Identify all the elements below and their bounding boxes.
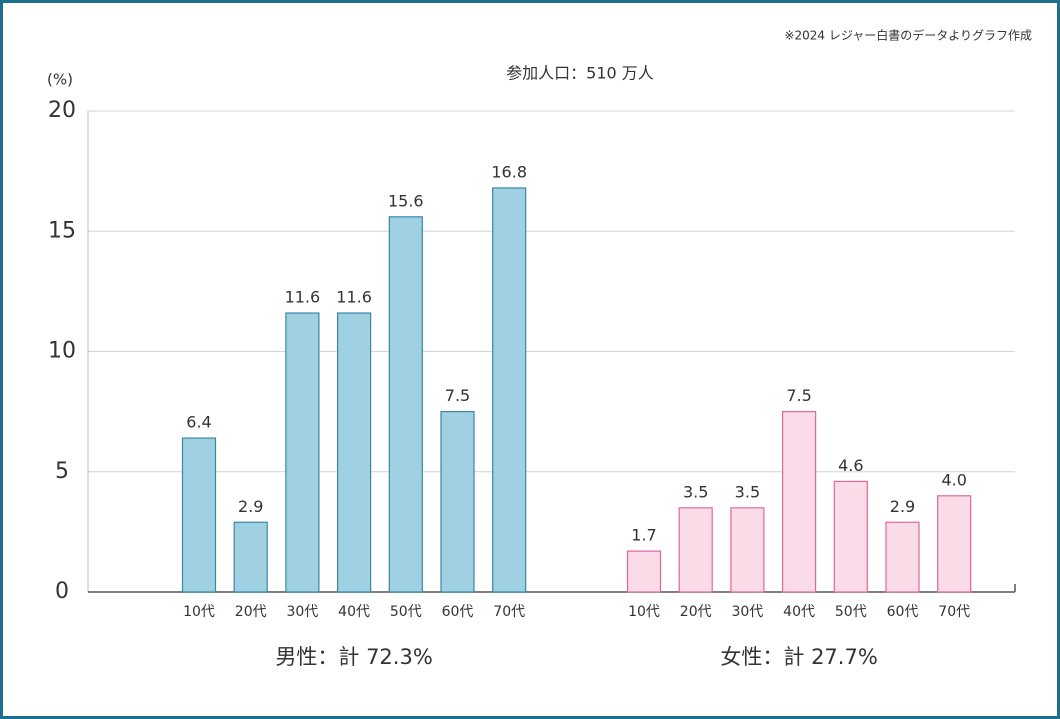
bar (181, 437, 217, 593)
y-tick-label: 5 (55, 459, 69, 484)
bar (388, 216, 423, 593)
y-tick-label: 10 (48, 339, 76, 364)
value-label: 2.9 (238, 497, 263, 516)
bar (678, 507, 713, 593)
bar (285, 312, 320, 593)
value-label: 2.9 (890, 497, 915, 516)
x-tick-label: 10代 (183, 604, 215, 620)
value-label: 4.0 (941, 470, 966, 489)
x-tick-label: 50代 (835, 604, 867, 620)
bar (440, 411, 475, 593)
x-tick-label: 20代 (235, 604, 267, 620)
value-label: 1.7 (631, 526, 656, 545)
value-label: 3.5 (683, 482, 708, 501)
x-tick-label: 10代 (628, 604, 660, 620)
bar (337, 312, 372, 593)
x-tick-label: 50代 (390, 604, 422, 620)
value-label: 7.5 (445, 386, 470, 405)
bar (937, 495, 972, 593)
x-tick-label: 40代 (783, 604, 815, 620)
value-label: 11.6 (285, 288, 321, 307)
source-note: ※2024 レジャー白書のデータよりグラフ作成 (784, 28, 1032, 43)
group-label: 女性：計 27.7% (720, 645, 877, 669)
x-tick-label: 30代 (731, 604, 763, 620)
x-tick-label: 60代 (442, 604, 474, 620)
value-label: 7.5 (786, 386, 811, 405)
value-label: 11.6 (336, 288, 372, 307)
y-tick-label: 15 (48, 218, 76, 243)
y-tick-label: 20 (48, 98, 76, 123)
bar (233, 521, 268, 593)
x-tick-label: 70代 (493, 604, 525, 620)
x-tick-label: 20代 (680, 604, 712, 620)
x-tick-label: 70代 (938, 604, 970, 620)
bar (833, 480, 868, 593)
x-tick-label: 30代 (286, 604, 318, 620)
value-label: 4.6 (838, 456, 863, 475)
y-unit: (%) (47, 71, 73, 89)
bar (730, 507, 765, 593)
value-label: 15.6 (388, 191, 424, 210)
x-tick-label: 40代 (338, 604, 370, 620)
y-tick-label: 0 (55, 579, 69, 604)
chart-title: 参加人口：510 万人 (506, 64, 654, 83)
value-label: 16.8 (491, 162, 527, 181)
bar (492, 187, 527, 593)
value-label: 6.4 (186, 413, 211, 432)
value-label: 3.5 (735, 482, 760, 501)
bar (885, 521, 920, 593)
bar (626, 550, 662, 593)
group-label: 男性：計 72.3% (275, 645, 432, 669)
bar (781, 411, 817, 593)
x-tick-label: 60代 (887, 604, 919, 620)
